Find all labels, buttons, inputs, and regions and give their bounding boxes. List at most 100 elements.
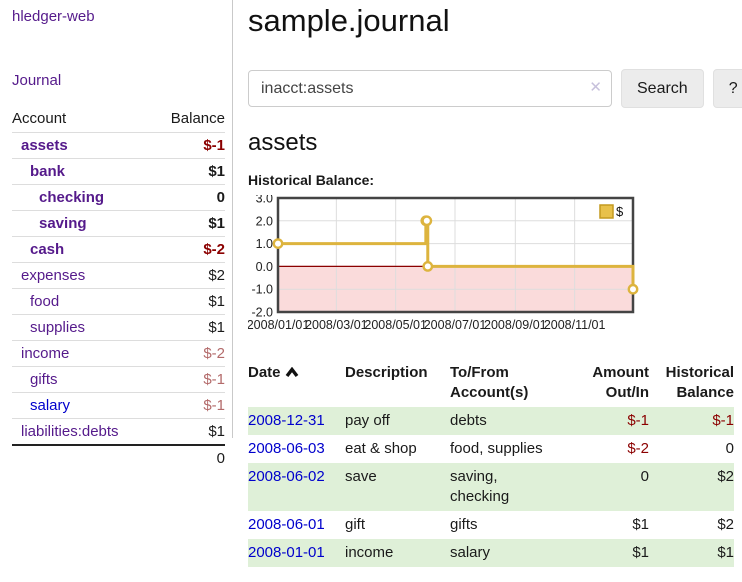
page-title: sample.journal: [248, 3, 450, 38]
register-header-date[interactable]: Date: [248, 359, 345, 407]
register-amount: 0: [640, 468, 649, 485]
account-row: liabilities:debts $1: [12, 418, 225, 445]
historical-balance-chart: $3.0 2.0 1.0 0.0 -1.0 -2.0 2008/01/01 2008/03/0…: [247, 192, 742, 341]
svg-text:2.0: 2.0: [256, 214, 273, 228]
date-link[interactable]: 2008-12-31: [248, 412, 325, 429]
accounts-table: Account Balance assets $-1 bank $1 checking 0…: [12, 106, 225, 471]
clear-search-icon[interactable]: ✕: [589, 79, 602, 96]
chart-svg: $3.0 2.0 1.0 0.0 -1.0 -2.02008/01/012008/03/0…: [247, 192, 639, 332]
account-link[interactable]: gifts: [30, 371, 58, 388]
account-row: checking 0: [12, 184, 225, 211]
date-link[interactable]: 2008-06-02: [248, 468, 325, 485]
register-description: eat & shop: [345, 440, 417, 457]
sidebar: hledger-web Journal Account Balance asse…: [0, 0, 233, 471]
register-amount: $-2: [627, 440, 649, 457]
svg-text:2008/09/01: 2008/09/01: [484, 318, 547, 332]
search-button[interactable]: Search: [621, 69, 704, 108]
register-amount: $1: [632, 544, 649, 561]
svg-text:2008/03/01: 2008/03/01: [305, 318, 368, 332]
register-description: gift: [345, 516, 366, 533]
date-link[interactable]: 2008-06-03: [248, 440, 325, 457]
account-row: salary $-1: [12, 392, 225, 419]
svg-text:1.0: 1.0: [256, 237, 273, 251]
sidebar-item-journal[interactable]: Journal: [12, 72, 62, 89]
account-row: cash $-2: [12, 236, 225, 263]
register-accounts: gifts: [450, 516, 478, 533]
accounts-col-header: Account: [12, 110, 67, 127]
svg-text:2008/07/01: 2008/07/01: [424, 318, 487, 332]
app-title-link[interactable]: hledger-web: [12, 8, 95, 25]
account-balance: $1: [153, 210, 225, 237]
svg-text:2008/01/01: 2008/01/01: [248, 318, 309, 332]
register-row: 2008-06-02 save saving, checking 0 $2: [248, 463, 734, 511]
account-link[interactable]: bank: [30, 163, 66, 180]
register-accounts: debts: [450, 412, 487, 429]
account-link[interactable]: expenses: [21, 267, 86, 284]
register-header-accounts: To/From Account(s): [450, 364, 529, 401]
svg-text:-2.0: -2.0: [251, 306, 273, 320]
register-accounts: food, supplies: [450, 440, 543, 457]
date-link[interactable]: 2008-01-01: [248, 544, 325, 561]
account-heading: assets: [248, 129, 318, 156]
register-row: 2008-12-31 pay off debts $-1 $-1: [248, 407, 734, 435]
register-accounts: salary: [450, 544, 491, 561]
register-balance: $1: [717, 544, 734, 561]
account-link[interactable]: cash: [30, 241, 65, 258]
svg-text:0.0: 0.0: [256, 260, 273, 274]
register-row: 2008-06-03 eat & shop food, supplies $-2 0: [248, 435, 734, 463]
register-accounts: saving, checking: [450, 468, 510, 505]
search-input[interactable]: [248, 70, 612, 107]
svg-text:$: $: [616, 204, 624, 219]
sort-asc-icon: [285, 364, 299, 384]
account-balance: 0: [153, 184, 225, 211]
svg-text:-1.0: -1.0: [251, 283, 273, 297]
account-link[interactable]: salary: [30, 397, 71, 414]
svg-text:2008/05/01: 2008/05/01: [364, 318, 427, 332]
main-content: sample.journal ✕ Search ? assets Histori…: [233, 0, 742, 567]
help-button[interactable]: ?: [712, 69, 742, 108]
account-row: supplies $1: [12, 314, 225, 341]
account-link[interactable]: assets: [21, 137, 68, 154]
register-header-amount: Amount Out/In: [592, 364, 649, 401]
account-row: bank $1: [12, 158, 225, 185]
account-row: assets $-1: [12, 132, 225, 159]
register-balance: $2: [717, 516, 734, 533]
register-description: save: [345, 468, 377, 485]
register-description: pay off: [345, 412, 390, 429]
account-row: gifts $-1: [12, 366, 225, 393]
account-balance: $2: [153, 262, 225, 289]
register-description: income: [345, 544, 394, 561]
account-link[interactable]: saving: [39, 215, 87, 232]
account-link[interactable]: income: [21, 345, 70, 362]
register-amount: $-1: [627, 412, 649, 429]
svg-text:2008/11/01: 2008/11/01: [544, 318, 606, 332]
svg-text:3.0: 3.0: [256, 195, 273, 206]
register-header-balance: Historical Balance: [665, 364, 734, 401]
account-balance: $1: [153, 158, 225, 185]
register-row: 2008-06-01 gift gifts $1 $2: [248, 511, 734, 539]
account-balance: $-2: [153, 340, 225, 367]
account-balance: $-1: [153, 392, 225, 419]
account-balance: $-1: [153, 132, 225, 159]
accounts-total-row: 0: [12, 444, 225, 471]
account-row: food $1: [12, 288, 225, 315]
account-balance: $-2: [153, 236, 225, 263]
account-balance: $1: [153, 418, 225, 445]
register-amount: $1: [632, 516, 649, 533]
page: hledger-web Journal Account Balance asse…: [0, 0, 742, 567]
account-link[interactable]: liabilities:debts: [21, 423, 119, 440]
account-link[interactable]: checking: [39, 189, 105, 206]
account-row: saving $1: [12, 210, 225, 237]
account-balance: $1: [153, 314, 225, 341]
account-balance: $-1: [153, 366, 225, 393]
register-table: Date Description To/From Account(s) Amou…: [248, 359, 734, 567]
register-row: 2008-01-01 income salary $1 $1: [248, 539, 734, 567]
account-link[interactable]: supplies: [30, 319, 86, 336]
account-row: income $-2: [12, 340, 225, 367]
register-balance: 0: [725, 440, 734, 457]
search-form: ✕ Search ?: [248, 69, 742, 108]
account-link[interactable]: food: [30, 293, 60, 310]
register-balance: $2: [717, 468, 734, 485]
date-link[interactable]: 2008-06-01: [248, 516, 325, 533]
register-header-description: Description: [345, 364, 428, 381]
